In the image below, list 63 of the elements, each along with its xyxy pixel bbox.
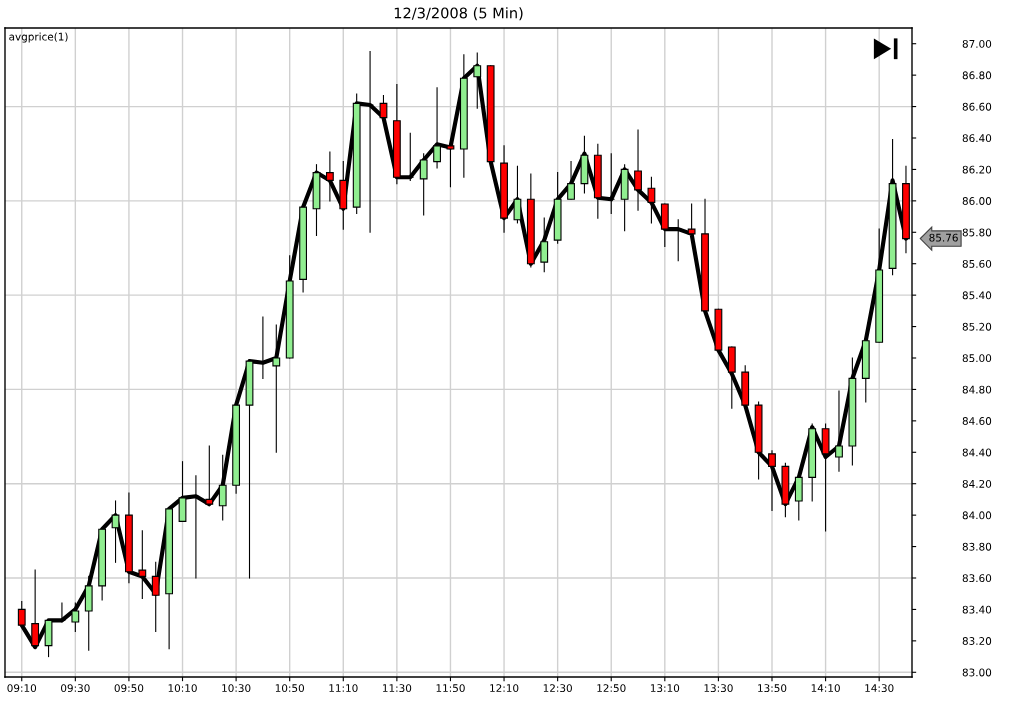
- candlestick: [433, 87, 441, 169]
- x-tick-label: 12:50: [597, 684, 626, 693]
- y-tick-label: 83.80: [962, 542, 992, 551]
- y-tick-label: 86.20: [962, 165, 992, 174]
- x-tick-label: 12:30: [543, 684, 572, 693]
- candlestick: [71, 602, 80, 632]
- candlestick: [325, 151, 334, 202]
- y-tick-label: 85.00: [962, 354, 992, 363]
- x-tick-label: 09:30: [61, 684, 90, 693]
- candlestick: [768, 450, 776, 511]
- y-tick-label: 84.80: [962, 385, 992, 394]
- y-tick-label: 85.80: [962, 228, 992, 237]
- candlestick: [218, 454, 227, 521]
- x-tick-label: 10:50: [275, 684, 305, 693]
- data-label: 85.76: [929, 233, 958, 242]
- x-tick-label: 11:50: [436, 684, 465, 693]
- candlestick: [272, 324, 281, 453]
- candlestick: [205, 445, 214, 507]
- candlestick: [513, 165, 522, 224]
- y-tick-label: 85.20: [962, 322, 992, 331]
- y-tick-label: 87.00: [962, 39, 992, 48]
- x-tick-label: 14:30: [865, 684, 894, 693]
- candlestick: [835, 390, 843, 472]
- candlestick: [138, 530, 147, 599]
- candlestick: [634, 129, 642, 211]
- y-tick-label: 84.20: [962, 479, 992, 488]
- y-tick-label: 83.60: [962, 574, 992, 583]
- x-tick-label: 09:50: [114, 684, 144, 693]
- y-tick-label: 86.40: [962, 134, 992, 143]
- x-tick-label: 13:10: [650, 684, 680, 693]
- x-tick-label: 13:50: [758, 684, 787, 693]
- candlestick: [419, 153, 428, 216]
- y-tick-label: 86.60: [962, 102, 992, 111]
- x-tick-label: 11:10: [329, 684, 358, 693]
- text: avgprice(1): [9, 32, 68, 43]
- x-tick-label: 10:10: [168, 684, 197, 693]
- candlestick: [111, 500, 120, 563]
- y-tick-label: 83.00: [962, 668, 992, 677]
- y-tick-label: 84.40: [962, 448, 992, 457]
- candlestick: [151, 561, 160, 632]
- candlestick: [647, 176, 656, 224]
- candlestick: [379, 95, 388, 119]
- y-tick-label: 84.00: [962, 511, 992, 520]
- candlestick: [178, 461, 187, 522]
- candlestick: [446, 145, 455, 188]
- x-tick-label: 14:10: [811, 684, 840, 693]
- y-tick-label: 85.40: [962, 291, 992, 300]
- x-tick-label: 09:10: [7, 684, 37, 693]
- candlestick: [794, 476, 803, 521]
- y-tick-label: 84.60: [962, 417, 992, 425]
- candlestick: [540, 217, 549, 273]
- x-tick-label: 10:30: [222, 684, 251, 693]
- chart-title: 12/3/2008 (5 Min): [394, 7, 523, 21]
- y-tick-label: 83.40: [962, 605, 992, 614]
- x-tick-label: 11:30: [383, 684, 412, 693]
- y-tick-label: 83.20: [962, 637, 992, 645]
- candlestick: [687, 203, 696, 235]
- x-tick-label: 13:30: [704, 684, 733, 693]
- y-tick-label: 86.00: [962, 197, 992, 205]
- x-tick-label: 12:10: [490, 684, 519, 693]
- y-tick-label: 86.80: [962, 71, 992, 80]
- candlestick: [567, 161, 575, 200]
- y-tick-label: 85.60: [962, 259, 992, 268]
